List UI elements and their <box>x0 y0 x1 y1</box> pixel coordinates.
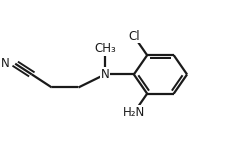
Text: CH₃: CH₃ <box>94 42 116 55</box>
Text: H₂N: H₂N <box>123 106 145 119</box>
Text: N: N <box>101 68 109 81</box>
Text: Cl: Cl <box>128 29 140 42</box>
Text: N: N <box>1 57 10 70</box>
